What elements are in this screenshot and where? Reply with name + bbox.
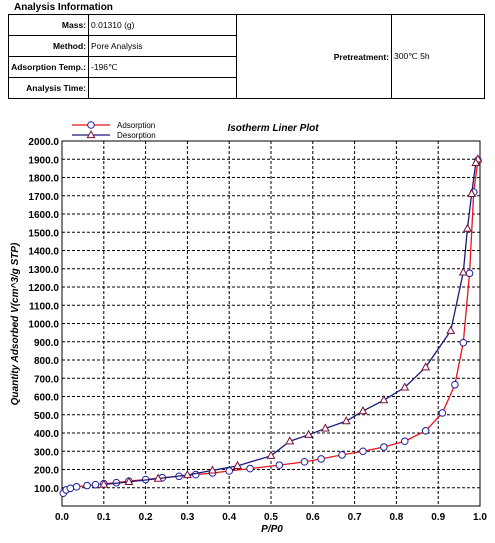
y-tick-label: 1500.0 <box>28 228 59 239</box>
plot-frame <box>61 140 481 507</box>
adsorption-point <box>72 483 81 491</box>
desorption-point <box>304 429 314 438</box>
y-tick-label: 1800.0 <box>28 174 59 185</box>
adsorption-point <box>191 470 200 479</box>
x-tick-label: 0.1 <box>97 512 111 523</box>
x-tick-label: 0.6 <box>306 512 320 523</box>
legend-item-desorption: Desorption <box>72 129 156 140</box>
y-tick-label: 400.0 <box>34 429 59 440</box>
y-tick-label: 1400.0 <box>28 247 59 258</box>
desorption-point <box>320 423 330 432</box>
desorption-point <box>471 157 481 166</box>
legend-item-adsorption: Adsorption <box>72 121 155 130</box>
x-tick-label: 1.0 <box>473 512 487 523</box>
analysis-info-heading: Analysis Information <box>14 2 113 13</box>
x-tick-label: 0.5 <box>264 512 278 523</box>
series-layer <box>59 154 483 498</box>
adsorption-point <box>83 481 91 490</box>
legend-label: Desorption <box>117 131 156 140</box>
x-tick-label: 0.9 <box>431 512 445 523</box>
desorption-point <box>153 473 163 482</box>
adsorption-point <box>275 461 284 469</box>
series-desorption <box>99 154 483 488</box>
adsorption-point <box>421 427 430 435</box>
desorption-point <box>379 395 389 404</box>
info-row-method: Method: Pore Analysis <box>8 35 485 57</box>
y-tick-label: 900.0 <box>34 338 59 349</box>
y-tick-label: 300.0 <box>34 447 59 458</box>
x-tick-label: 0.3 <box>180 512 194 523</box>
desorption-point <box>463 223 472 232</box>
adsorption-point <box>317 455 325 463</box>
desorption-point <box>421 362 431 371</box>
desorption-point <box>285 436 295 445</box>
legend-swatch-marker <box>87 121 95 129</box>
y-tick-label: 600.0 <box>34 393 59 404</box>
y-tick-label: 2000.0 <box>28 137 59 148</box>
y-tick-label: 1300.0 <box>28 265 59 276</box>
x-tick-label: 0.2 <box>139 512 153 523</box>
adsorption-point <box>451 380 459 389</box>
adsorption-point <box>246 464 254 473</box>
adsorption-point <box>300 458 309 466</box>
legend-swatch-marker <box>86 129 96 139</box>
adsorption-point <box>359 447 367 456</box>
chart-grid <box>62 141 480 506</box>
adsorption-point <box>66 484 75 493</box>
y-tick-label: 1000.0 <box>28 320 59 331</box>
y-tick-label: 500.0 <box>34 411 59 422</box>
analysis-time-value <box>88 77 237 99</box>
desorption-point <box>341 416 351 425</box>
desorption-point <box>467 188 477 198</box>
pretreatment-value: 300℃ 5h <box>394 51 430 61</box>
y-tick-label: 700.0 <box>34 374 59 385</box>
info-row-adsorption-temp: Adsorption Temp.: -196℃ <box>8 56 485 78</box>
y-tick-label: 1600.0 <box>28 210 59 221</box>
info-row-mass: Mass: 0.01310 (g) Pretreatment: 300℃ 5h <box>8 14 485 99</box>
y-tick-label: 200.0 <box>34 466 59 477</box>
adsorption-point <box>400 437 409 446</box>
adsorption-point <box>438 409 447 417</box>
desorption-point <box>233 460 243 469</box>
y-tick-label: 100.0 <box>34 484 59 495</box>
y-tick-label: 1100.0 <box>29 301 59 312</box>
desorption-point <box>266 450 276 459</box>
y-tick-label: 1900.0 <box>28 155 59 166</box>
pretreatment-label: Pretreatment: <box>333 51 389 62</box>
y-tick-labels: 100.0 200.0 300.0 400.0 500.0 600.0 700.0 800.0… <box>28 137 59 495</box>
adsorption-point <box>380 443 388 451</box>
x-tick-labels: 0.0 0.1 0.2 0.3 0.4 0.5 0.6 0.7 0.8 0.9 1.0 <box>55 512 487 523</box>
desorption-point <box>358 406 368 415</box>
x-tick-label: 0.0 <box>55 512 69 523</box>
info-row-analysis-time: Analysis Time: <box>8 77 485 99</box>
adsorption-point <box>338 451 346 459</box>
desorption-point <box>400 382 410 391</box>
adsorption-point <box>465 269 474 278</box>
desorption-point <box>182 469 192 479</box>
x-tick-label: 0.7 <box>348 512 362 523</box>
desorption-point <box>124 476 134 486</box>
y-tick-label: 1200.0 <box>28 283 59 294</box>
legend-label: Adsorption <box>117 121 155 130</box>
desorption-point <box>458 267 468 276</box>
x-axis-label: P/P0 <box>261 524 283 535</box>
y-tick-label: 1700.0 <box>28 192 59 203</box>
x-tick-label: 0.4 <box>222 512 236 523</box>
desorption-point <box>446 325 456 334</box>
adsorption-point <box>225 467 233 475</box>
desorption-point <box>208 465 217 474</box>
y-tick-label: 800.0 <box>34 356 59 367</box>
pretreatment-cell: Pretreatment: <box>236 14 392 99</box>
x-tick-label: 0.8 <box>389 512 403 523</box>
chart-title: Isotherm Liner Plot <box>227 123 319 134</box>
pretreatment-value-cell: 300℃ 5h <box>391 14 485 99</box>
adsorption-point <box>91 480 100 489</box>
analysis-info-table: Mass: 0.01310 (g) Pretreatment: 300℃ 5h … <box>8 14 485 99</box>
desorption-point <box>99 479 109 488</box>
y-axis-label: Quantity Adsorbed V(cm^3/g STP) <box>10 242 21 405</box>
desorption-line <box>103 158 479 486</box>
adsorption-point <box>459 338 468 347</box>
